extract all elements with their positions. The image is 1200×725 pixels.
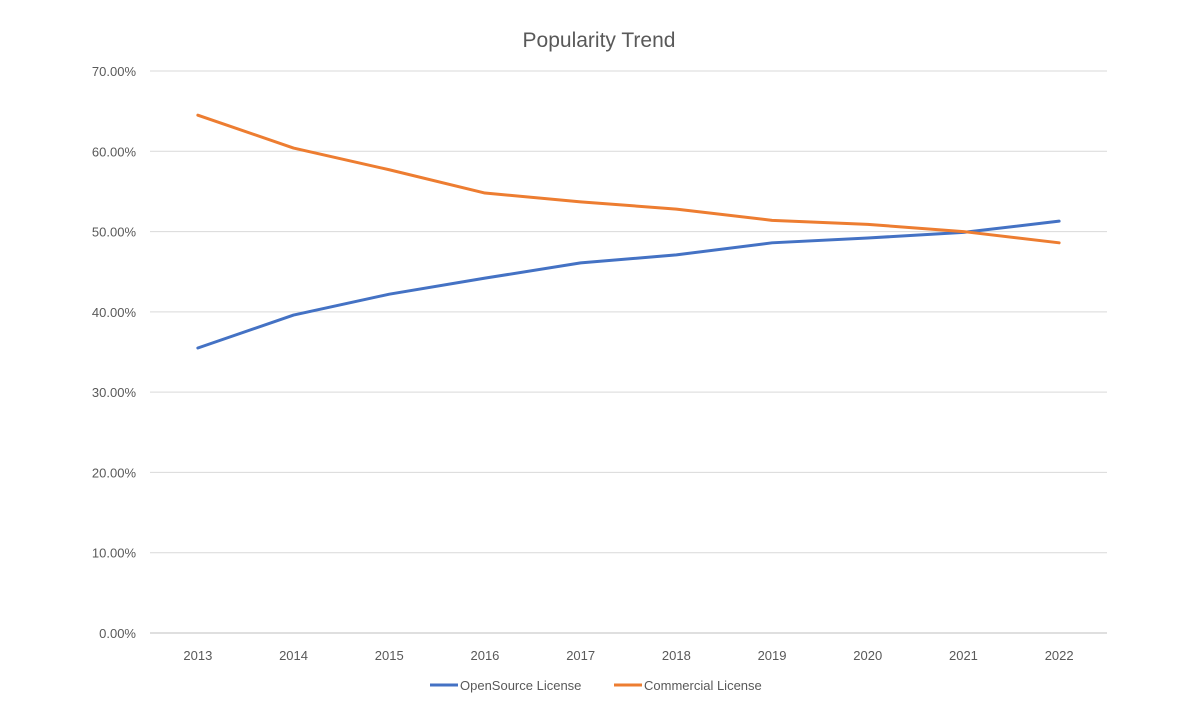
x-tick-label: 2019 xyxy=(758,648,787,663)
y-tick-label: 30.00% xyxy=(92,385,137,400)
y-tick-label: 20.00% xyxy=(92,465,137,480)
y-tick-label: 0.00% xyxy=(99,626,136,641)
legend: OpenSource License Commercial License xyxy=(430,678,762,693)
x-axis: 2013 2014 2015 2016 2017 2018 2019 2020 2021 2022 xyxy=(183,648,1073,663)
gridlines xyxy=(150,70,1107,634)
y-tick-label: 60.00% xyxy=(92,144,137,159)
y-tick-label: 40.00% xyxy=(92,305,137,320)
x-tick-label: 2016 xyxy=(470,648,499,663)
chart-title: Popularity Trend xyxy=(523,29,676,52)
x-tick-label: 2013 xyxy=(183,648,212,663)
x-tick-label: 2015 xyxy=(375,648,404,663)
x-tick-label: 2017 xyxy=(566,648,595,663)
x-tick-label: 2022 xyxy=(1045,648,1074,663)
x-tick-label: 2014 xyxy=(279,648,308,663)
y-tick-label: 50.00% xyxy=(92,225,137,240)
series-lines xyxy=(196,113,1061,350)
legend-item: Commercial License xyxy=(614,678,762,693)
x-tick-label: 2020 xyxy=(853,648,882,663)
x-tick-label: 2018 xyxy=(662,648,691,663)
series-line-1 xyxy=(196,113,1061,245)
y-axis: 0.00% 10.00% 20.00% 30.00% 40.00% 50.00% 60.00… xyxy=(92,64,137,641)
legend-item: OpenSource License xyxy=(430,678,581,693)
legend-label: OpenSource License xyxy=(460,678,581,693)
x-tick-label: 2021 xyxy=(949,648,978,663)
legend-label: Commercial License xyxy=(644,678,762,693)
series-line-0 xyxy=(196,219,1061,350)
y-tick-label: 10.00% xyxy=(92,546,137,561)
y-tick-label: 70.00% xyxy=(92,64,137,79)
